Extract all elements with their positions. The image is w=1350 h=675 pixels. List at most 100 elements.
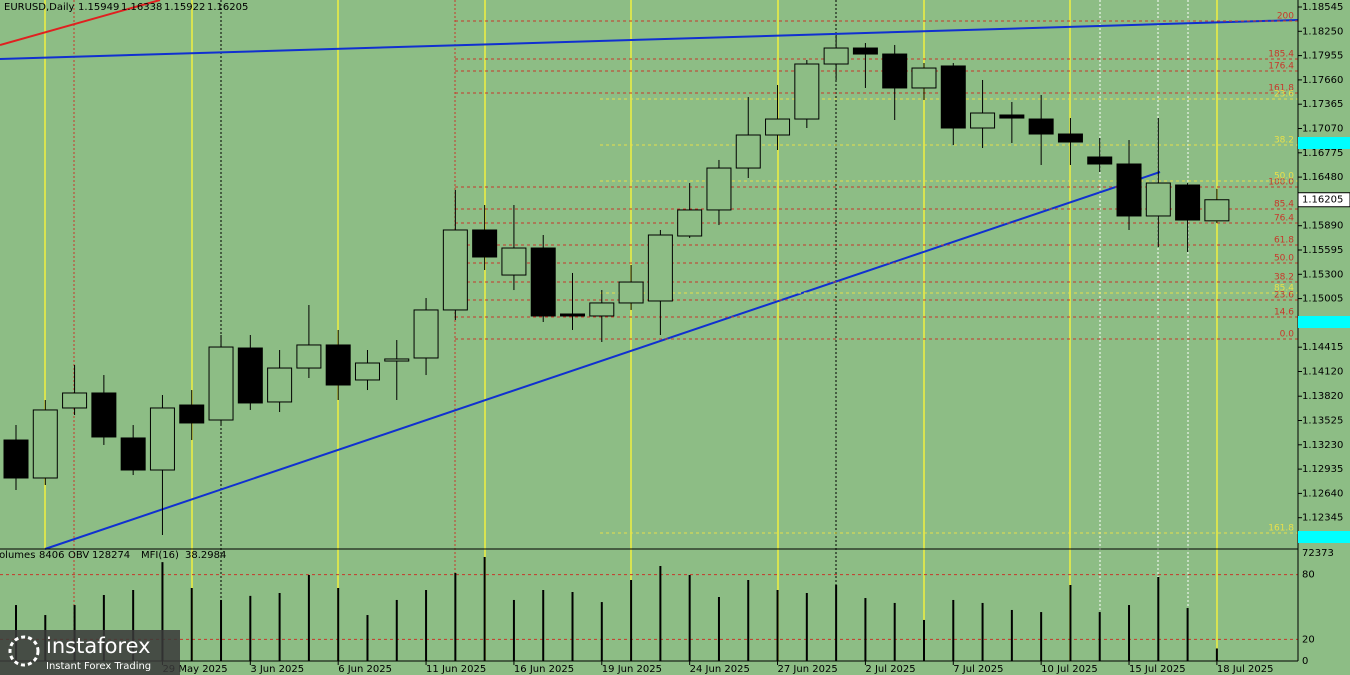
fib-label: 176.4 (1268, 62, 1294, 72)
price-marker (1298, 137, 1350, 149)
volume-last: 8406 (39, 550, 64, 561)
header-close: 1.16205 (207, 2, 248, 13)
candle-body (208, 346, 234, 421)
fib-label: 161.8 (1268, 524, 1294, 534)
trend-line (0, 0, 161, 46)
candle-body (1145, 182, 1171, 217)
logo-icon (8, 635, 40, 667)
x-tick-label: 24 Jun 2025 (690, 664, 750, 675)
x-tick-label: 18 Jul 2025 (1217, 664, 1274, 675)
symbol: EURUSD,Daily (4, 2, 75, 13)
obv-value: 128274 (92, 550, 130, 561)
logo: instaforex Instant Forex Trading (0, 630, 180, 675)
mfi-tick-label: 20 (1302, 634, 1315, 645)
candle-body (1087, 156, 1113, 165)
candle-body (1175, 184, 1201, 221)
y-tick-label: 1.13230 (1302, 440, 1343, 451)
candle-body (706, 167, 732, 211)
fib-label: 200 (1277, 12, 1294, 22)
candle-body (823, 47, 849, 65)
y-tick-label: 1.12935 (1302, 464, 1343, 475)
y-tick-label: 1.14415 (1302, 342, 1343, 353)
x-tick-label: 6 Jun 2025 (338, 664, 392, 675)
y-tick-label: 1.15300 (1302, 269, 1343, 280)
fib-label: 161.8 (1268, 83, 1294, 93)
mfi-value: 38.2984 (185, 550, 226, 561)
candle-body (530, 247, 556, 317)
y-tick-label: 1.17660 (1302, 75, 1343, 86)
candle-body (325, 344, 351, 386)
volume-panel: 72373 0 20 80 (0, 548, 1334, 667)
header-high: 1.16338 (121, 2, 162, 13)
mfi-label: MFI(16) (141, 550, 179, 561)
fib-label: 38.2 (1274, 135, 1294, 145)
candle-body (940, 65, 966, 129)
fib-label: 50.0 (1274, 171, 1294, 181)
y-tick-label: 1.15890 (1302, 221, 1343, 232)
x-tick-label: 7 Jul 2025 (953, 664, 1003, 675)
candle-body (970, 112, 996, 129)
x-tick-label: 3 Jun 2025 (250, 664, 304, 675)
y-tick-label: 1.13820 (1302, 391, 1343, 402)
y-tick-label: 1.16480 (1302, 172, 1343, 183)
fib-label: 0.0 (1280, 329, 1295, 339)
y-tick-label: 1.17070 (1302, 123, 1343, 134)
x-tick-label: 15 Jul 2025 (1129, 664, 1186, 675)
candle-body (296, 344, 322, 369)
fib-label: 85.4 (1274, 283, 1294, 293)
header-low: 1.15922 (164, 2, 205, 13)
fib-levels: 200 185.4 176.4 161.8 100.0 85.4 76.4 61.8 50.0 3… (455, 12, 1298, 534)
candle-body (882, 53, 908, 89)
mfi-tick-label: 80 (1302, 570, 1315, 581)
candle-body (120, 437, 146, 471)
candle-body (911, 67, 937, 89)
trend-line (44, 171, 1161, 550)
y-tick-label: 1.14120 (1302, 366, 1343, 377)
candle-body (354, 362, 380, 381)
candle-body (501, 247, 527, 276)
brand: instaforex (46, 634, 151, 658)
candle-body (1204, 199, 1230, 222)
candle-body (442, 229, 468, 311)
candle-body (62, 392, 88, 409)
x-tick-label: 29 May 2025 (162, 664, 227, 675)
x-tick-label: 27 Jun 2025 (778, 664, 838, 675)
candle-body (237, 347, 263, 404)
candle-body (735, 134, 761, 169)
price-marker (1298, 316, 1350, 328)
candle-body (765, 118, 791, 136)
fib-label: 23.6 (1274, 90, 1294, 100)
candle-body (413, 309, 439, 359)
fib-label: 85.4 (1274, 199, 1294, 209)
y-tick-label: 1.12640 (1302, 488, 1343, 499)
candle-body (794, 63, 820, 120)
candle-body (999, 114, 1025, 119)
brand-tagline: Instant Forex Trading (46, 661, 151, 672)
fib-label: 76.4 (1274, 213, 1294, 223)
current-price-box (1297, 192, 1350, 208)
fib-label: 23.6 (1274, 290, 1294, 300)
candle-body (1028, 118, 1054, 135)
y-tick-label: 1.15595 (1302, 245, 1343, 256)
candle-body (267, 367, 293, 403)
x-tick-label: 10 Jul 2025 (1041, 664, 1098, 675)
candle-body (560, 313, 586, 317)
fib-label: 50.0 (1274, 254, 1294, 264)
candle-body (384, 358, 410, 362)
obv-label: OBV (68, 550, 89, 561)
candle-body (32, 409, 58, 479)
y-tick-label: 1.18250 (1302, 26, 1343, 37)
axes: 1.18545 1.18250 1.17955 1.17660 1.17365 1.170… (161, 2, 1350, 675)
y-tick-label: 1.15005 (1302, 294, 1343, 305)
trend-line (0, 19, 1299, 60)
candle-body (91, 392, 117, 438)
price-marker (1298, 531, 1350, 543)
x-tick-label: 19 Jun 2025 (602, 664, 662, 675)
candle-body (472, 229, 498, 258)
fib-label: 38.2 (1274, 273, 1294, 283)
candle-body (1116, 163, 1142, 217)
candle-body (3, 439, 29, 479)
mfi-tick-label: 0 (1302, 656, 1308, 667)
